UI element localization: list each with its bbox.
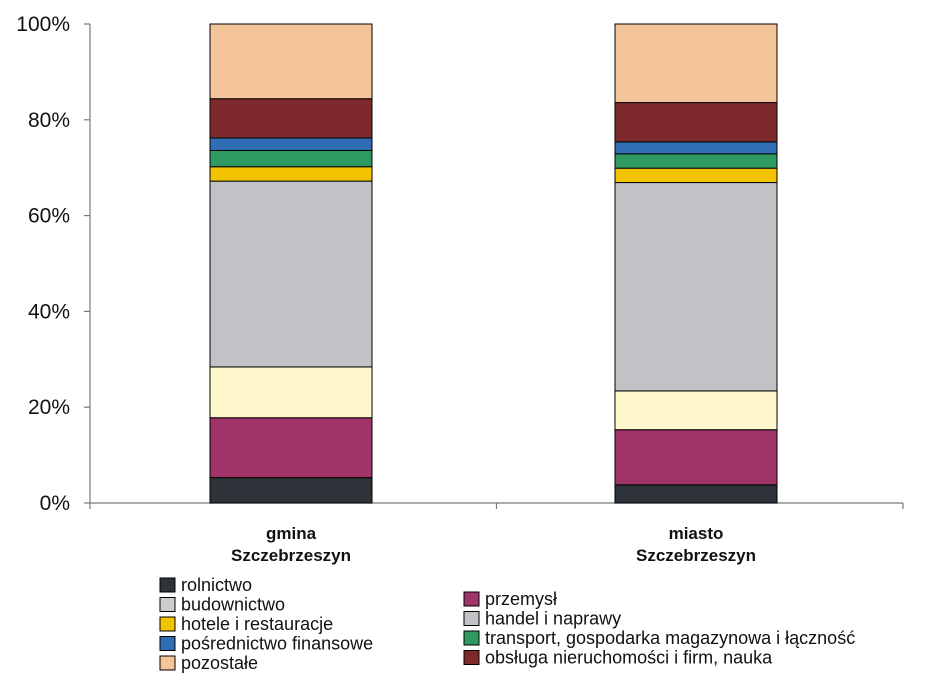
x-category-label-line1: gmina [266, 524, 317, 543]
bar-segment [209, 180, 373, 368]
y-tick-label: 0% [40, 492, 70, 515]
bar-segment [209, 23, 373, 100]
legend-swatch [463, 650, 480, 665]
legend-label: obsługa nieruchomości i firm, nauka [485, 648, 773, 668]
legend-label: budownictwo [181, 595, 285, 615]
bar-segment [209, 137, 373, 151]
legend-swatch [463, 591, 480, 607]
bar-segment [209, 149, 373, 168]
bars [209, 23, 778, 504]
bar-segment [614, 23, 778, 104]
legend-label: rolnictwo [181, 575, 252, 595]
bar-segment [614, 141, 778, 155]
legend-item: handel i naprawy [463, 609, 621, 629]
legend-swatch [159, 597, 176, 612]
bar-segment [209, 98, 373, 139]
legend-item: pośrednictwo finansowe [159, 634, 373, 654]
bar-stack [614, 23, 778, 504]
legend-label: handel i naprawy [485, 609, 621, 629]
x-category-label-line1: miasto [669, 524, 724, 543]
bar-segment [614, 167, 778, 184]
y-tick-label: 40% [28, 300, 70, 323]
legend-swatch [159, 577, 176, 593]
bar-segment [614, 102, 778, 143]
legend-item: przemysł [463, 589, 557, 609]
bar-segment [209, 477, 373, 504]
y-tick-label: 100% [16, 13, 70, 36]
y-tick-label: 80% [28, 109, 70, 132]
x-category-label-line2: Szczebrzeszyn [231, 546, 351, 565]
bar-segment [614, 153, 778, 169]
legend-item: budownictwo [159, 595, 285, 615]
bar-segment [209, 166, 373, 182]
x-category-label-line2: Szczebrzeszyn [636, 546, 756, 565]
legend-label: transport, gospodarka magazynowa i łączn… [485, 628, 855, 648]
legend-item: pozostałe [159, 653, 258, 673]
legend-swatch [463, 611, 480, 626]
bar-segment [614, 182, 778, 392]
legend-label: pozostałe [181, 653, 258, 673]
legend-item: transport, gospodarka magazynowa i łączn… [463, 628, 855, 648]
bar-segment [209, 417, 373, 479]
bar-stack [209, 23, 373, 504]
legend-swatch [159, 655, 176, 671]
bar-segment [614, 484, 778, 504]
legend-label: hotele i restauracje [181, 614, 333, 634]
bar-segment [614, 390, 778, 431]
bar-segment [614, 429, 778, 486]
legend-swatch [159, 616, 176, 632]
legend-item: rolnictwo [159, 575, 252, 595]
legend-item: obsługa nieruchomości i firm, nauka [463, 648, 773, 668]
legend-swatch [463, 630, 480, 646]
category-labels: gmina Szczebrzeszyn miasto Szczebrzeszyn [231, 524, 756, 565]
legend-swatch [159, 636, 176, 651]
legend-label: przemysł [485, 589, 557, 609]
bar-segment [209, 366, 373, 419]
legend-item: hotele i restauracje [159, 614, 333, 634]
legend-label: pośrednictwo finansowe [181, 634, 373, 654]
y-tick-label: 20% [28, 396, 70, 419]
y-tick-label: 60% [28, 205, 70, 228]
